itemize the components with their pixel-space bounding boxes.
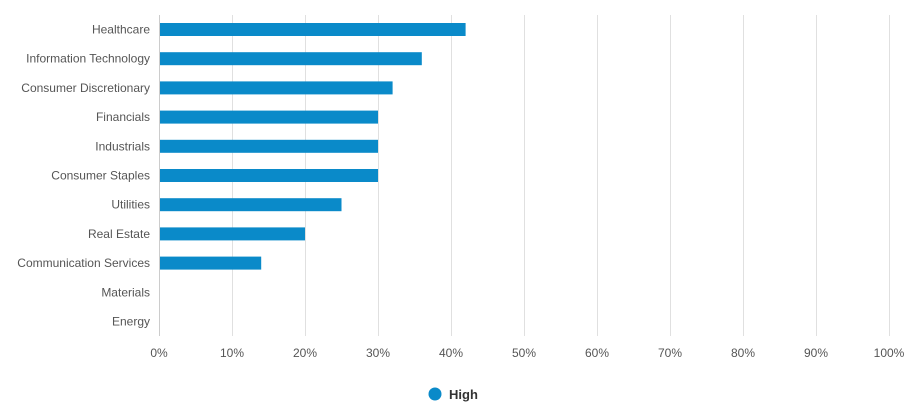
x-tick-label: 80% (731, 346, 755, 360)
bar[interactable] (160, 52, 422, 66)
bar[interactable] (160, 169, 378, 182)
legend-marker (428, 387, 442, 401)
x-tick-label: 50% (512, 346, 536, 360)
x-tick-label: 10% (220, 346, 244, 360)
grid-layer (159, 15, 890, 336)
x-tick-label: 60% (585, 346, 609, 360)
category-label: Consumer Staples (51, 169, 150, 183)
bar[interactable] (160, 110, 378, 124)
bar[interactable] (160, 81, 393, 95)
category-label: Information Technology (26, 52, 150, 66)
x-tick-label: 100% (874, 346, 905, 360)
bar[interactable] (160, 139, 378, 153)
x-tick-label: 0% (150, 346, 168, 360)
category-label: Energy (112, 315, 150, 329)
x-tick-label: 70% (658, 346, 682, 360)
x-tick-label: 30% (366, 346, 390, 360)
legend-label: High (449, 387, 478, 402)
x-tick-label: 20% (293, 346, 317, 360)
category-label: Healthcare (92, 23, 150, 37)
bar-layer (160, 23, 466, 270)
bar[interactable] (160, 227, 305, 241)
category-label: Real Estate (88, 227, 150, 241)
category-label: Industrials (95, 139, 150, 153)
x-tick-label: 40% (439, 346, 463, 360)
category-label: Communication Services (17, 256, 150, 270)
bar[interactable] (160, 198, 342, 212)
category-label: Materials (101, 285, 150, 299)
category-label: Financials (96, 110, 150, 124)
legend[interactable]: High (428, 387, 478, 402)
category-axis: Healthcare Information Technology Consumer… (17, 23, 150, 329)
bar[interactable] (160, 23, 466, 36)
category-label: Consumer Discretionary (21, 81, 150, 95)
value-axis: 0% 10% 20% 30% 40% 50% 60% 70% 80% 90% 100% (150, 346, 904, 360)
category-label: Utilities (111, 198, 150, 212)
bar[interactable] (160, 256, 262, 270)
x-tick-label: 90% (804, 346, 828, 360)
